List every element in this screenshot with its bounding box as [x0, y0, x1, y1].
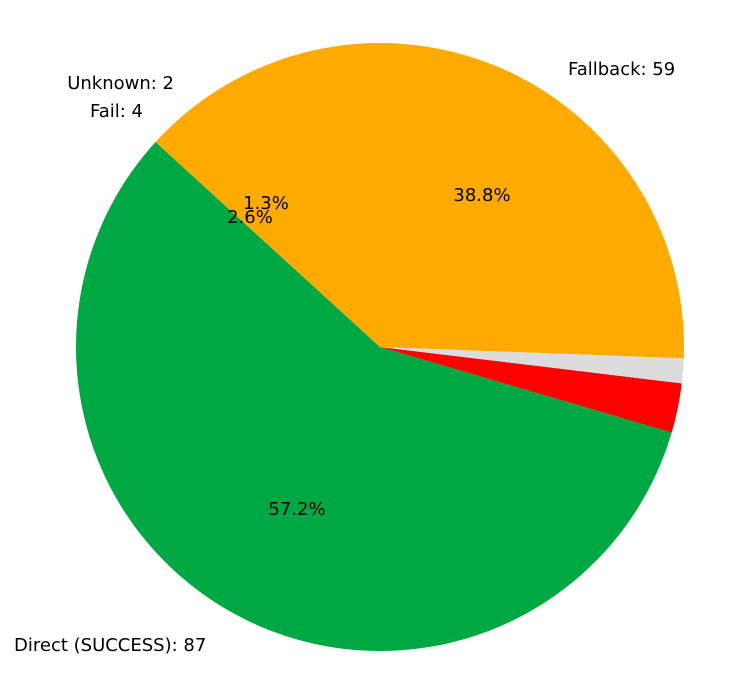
- slice-label-1: Fail: 4: [90, 101, 143, 122]
- pie-slice-0: [75, 142, 672, 651]
- slice-percent-label-1: 2.6%: [227, 207, 273, 228]
- pie-slices: [75, 42, 685, 651]
- slice-label-0: Direct (SUCCESS): 87: [14, 635, 206, 656]
- slice-label-2: Unknown: 2: [67, 73, 174, 94]
- slice-percent-label-0: 57.2%: [268, 499, 325, 520]
- pie-labels: Direct (SUCCESS): 87 57.2% Fail: 4 2.6% Unkn…: [14, 59, 675, 656]
- slice-percent-label-2: 1.3%: [243, 193, 289, 214]
- slice-percent-label-3: 38.8%: [453, 185, 510, 206]
- pie-slice-2: [380, 347, 684, 384]
- pie-slice-1: [380, 347, 682, 433]
- pie-slice-3: [155, 42, 685, 359]
- slice-label-3: Fallback: 59: [568, 59, 675, 80]
